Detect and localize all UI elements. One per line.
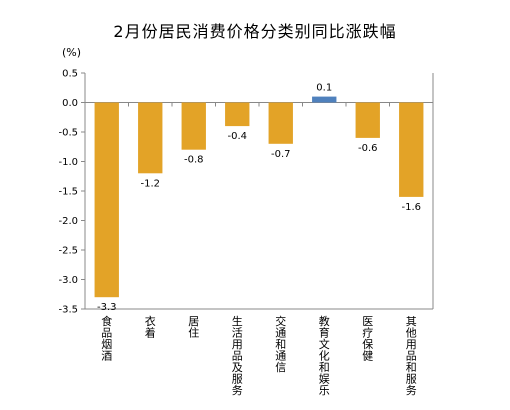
data-label: -0.4 <box>227 131 247 142</box>
bar <box>94 102 119 298</box>
bar <box>399 102 424 197</box>
bar <box>225 102 250 127</box>
bar <box>312 96 337 103</box>
category-labels: 食品烟酒 衣着 居住 生活用品及服务 交通和通信 教育文化和娱乐 医疗保健 其他用品和服务 <box>101 314 417 397</box>
category-label: 交通和通信 <box>275 314 286 374</box>
y-unit-label: (%) <box>62 46 82 59</box>
category-label: 其他用品和服务 <box>406 315 417 397</box>
category-label: 居住 <box>188 315 199 340</box>
bar <box>181 102 206 150</box>
axes: 0.5 0.0 -0.5 -1.0 -1.5 -2.0 -2.5 -3.0 -3.5 <box>58 69 434 316</box>
bar <box>355 102 380 138</box>
category-label: 食品烟酒 <box>101 314 112 363</box>
y-tick-label: -3.0 <box>58 275 78 286</box>
y-tick-label: -1.0 <box>58 157 78 168</box>
category-label: 衣着 <box>145 314 156 340</box>
y-tick-label: -3.5 <box>58 305 78 316</box>
y-tick-label: -0.5 <box>58 128 78 139</box>
data-label: -0.7 <box>271 149 291 160</box>
y-tick-label: -1.5 <box>58 187 78 198</box>
data-label: -1.2 <box>140 178 160 189</box>
data-label: -3.3 <box>97 302 117 313</box>
chart-title: 2月份居民消费价格分类别同比涨跌幅 <box>113 22 397 41</box>
category-label: 教育文化和娱乐 <box>319 315 330 397</box>
bar <box>268 102 293 144</box>
data-label: -0.6 <box>358 143 378 154</box>
y-tick-label: -2.5 <box>58 246 78 257</box>
data-label: 0.1 <box>316 83 332 94</box>
bars <box>94 96 424 298</box>
data-labels: -3.3 -1.2 -0.8 -0.4 -0.7 0.1 -0.6 -1.6 <box>97 83 421 314</box>
data-label: -1.6 <box>401 202 421 213</box>
data-label: -0.8 <box>184 155 204 166</box>
bar <box>138 102 163 174</box>
y-tick-label: -2.0 <box>58 216 78 227</box>
y-tick-label: 0.0 <box>62 98 78 109</box>
y-tick-label: 0.5 <box>62 69 78 80</box>
category-label: 生活用品及服务 <box>232 314 243 397</box>
category-label: 医疗保健 <box>362 315 373 363</box>
